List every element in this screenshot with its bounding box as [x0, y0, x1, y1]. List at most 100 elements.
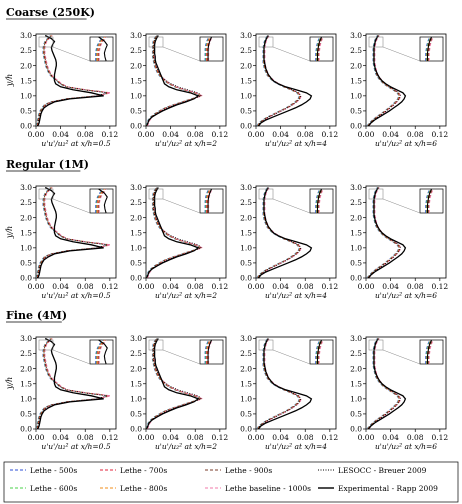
y-tick-label: 1.5 [130, 228, 142, 237]
inset-series-lethe [97, 339, 106, 364]
x-tick-label: 0.12 [321, 130, 338, 139]
inset-series-lethe [95, 36, 103, 61]
series-line-experimental [37, 186, 104, 278]
y-tick-label: 0.0 [350, 122, 362, 131]
y-tick-label: 2.5 [20, 349, 32, 358]
y-tick-label: 3.0 [20, 334, 32, 343]
y-tick-label: 3.0 [350, 334, 362, 343]
y-tick-label: 0.0 [240, 122, 252, 131]
x-tick-label: 0.12 [431, 433, 448, 442]
y-tick-label: 0.5 [240, 107, 252, 116]
y-tick-label: 1.0 [20, 394, 32, 403]
y-tick-label: 3.0 [350, 183, 362, 192]
series-group [256, 187, 313, 278]
x-tick-label: 0.08 [407, 433, 424, 442]
y-tick-label: 2.5 [20, 46, 32, 55]
inset-series-lethe [98, 339, 107, 364]
series-line-experimental [257, 338, 313, 429]
x-tick-label: 0.08 [187, 433, 204, 442]
y-tick-label: 3.0 [240, 31, 252, 40]
inset-series-lethe [95, 339, 104, 364]
y-axis-label: y/h [5, 377, 14, 390]
legend-frame [3, 461, 459, 503]
inset-series-experimental [207, 339, 213, 364]
x-tick-label: 0.00 [358, 282, 375, 291]
y-tick-label: 0.0 [350, 425, 362, 434]
legend-label: Lethe - 500s [30, 466, 77, 475]
x-tick-label: 0.12 [101, 433, 118, 442]
y-tick-label: 1.5 [350, 379, 362, 388]
x-axis-label: u'u'/u₂² at x/h=4 [265, 442, 327, 451]
x-tick-label: 0.04 [52, 433, 69, 442]
x-tick-label: 0.08 [407, 130, 424, 139]
zoom-region-box [368, 339, 384, 351]
inset-series-lethe [95, 339, 103, 364]
zoom-region-box [148, 188, 164, 200]
x-tick-label: 0.08 [77, 282, 94, 291]
subplot: 0.00 0.04 0.08 0.12 0.0 0.5 1.0 1.5 2.0 2.5 3.0 u'u… [350, 334, 448, 451]
legend: Lethe - 500s Lethe - 700s Lethe - 900s LESO… [3, 461, 459, 503]
zoom-region-box [38, 188, 54, 200]
x-tick-label: 0.12 [431, 130, 448, 139]
zoom-connector [162, 349, 201, 365]
x-tick-label: 0.12 [211, 282, 228, 291]
row-title: Regular (1M) [6, 158, 89, 171]
y-tick-label: 2.0 [20, 364, 32, 373]
x-tick-label: 0.12 [101, 130, 118, 139]
y-tick-label: 0.5 [20, 410, 32, 419]
inset-series-lethe [208, 188, 213, 213]
inset-series-lethe [318, 188, 324, 213]
inset-series-experimental [316, 188, 323, 213]
x-tick-label: 0.08 [407, 282, 424, 291]
axes-frame [145, 336, 227, 430]
legend-label: Lethe - 800s [120, 484, 167, 493]
subplot: 0.00 0.04 0.08 0.12 0.0 0.5 1.0 1.5 2.0 2.5 3.0 u'u… [5, 183, 118, 300]
inset-frame [199, 188, 224, 214]
subplot: 0.00 0.04 0.08 0.12 0.0 0.5 1.0 1.5 2.0 2.5 3.0 u'u… [130, 183, 228, 300]
inset-series-experimental [207, 188, 213, 213]
inset-series-experimental [98, 339, 108, 365]
y-tick-label: 1.0 [130, 91, 142, 100]
series-line-lesocc [36, 35, 107, 126]
y-tick-label: 2.5 [240, 46, 252, 55]
y-tick-label: 2.5 [130, 198, 142, 207]
inset-series-lethe [425, 339, 431, 364]
inset-series-lethe [428, 339, 434, 364]
x-tick-label: 0.00 [28, 433, 45, 442]
x-tick-label: 0.00 [358, 130, 375, 139]
x-axis-label: u'u'/u₂² at x/h=2 [155, 442, 217, 451]
series-line-lethe [258, 187, 302, 278]
series-line-experimental [257, 35, 313, 126]
x-tick-label: 0.08 [187, 282, 204, 291]
inset-series-lethe [95, 36, 104, 61]
y-tick-label: 2.5 [240, 198, 252, 207]
inset-series-lethe [97, 36, 106, 61]
inset-series-lethe [318, 36, 324, 61]
series-group [366, 187, 407, 278]
inset-frame [199, 339, 224, 365]
y-tick-label: 0.5 [20, 107, 32, 116]
series-line-lethe [146, 338, 202, 429]
x-axis-label: u'u'/u₂² at x/h=4 [265, 291, 327, 300]
subplot: 0.00 0.04 0.08 0.12 0.0 0.5 1.0 1.5 2.0 2.5 3.0 u'u… [240, 183, 338, 300]
series-line-lethe [258, 35, 302, 126]
y-tick-label: 0.0 [240, 425, 252, 434]
y-tick-label: 3.0 [240, 183, 252, 192]
axes-frame [145, 185, 227, 279]
x-tick-label: 0.08 [297, 282, 314, 291]
series-line-lethe [146, 187, 204, 278]
y-tick-label: 1.0 [240, 243, 252, 252]
inset-series-lethe [428, 188, 434, 213]
inset-series-lethe [98, 188, 106, 213]
legend-label: Lethe - 900s [225, 466, 272, 475]
series-line-lesocc [146, 338, 203, 429]
x-axis-label: u'u'/u₂² at x/h=0.5 [41, 291, 110, 300]
x-tick-label: 0.04 [162, 433, 179, 442]
y-tick-label: 1.0 [20, 243, 32, 252]
x-tick-label: 0.00 [138, 282, 155, 291]
legend-label: Lethe - 600s [30, 484, 77, 493]
y-tick-label: 0.0 [20, 274, 32, 283]
inset-series-experimental [426, 188, 433, 213]
inset-series-lethe [318, 339, 324, 364]
axes-frame [145, 33, 227, 127]
